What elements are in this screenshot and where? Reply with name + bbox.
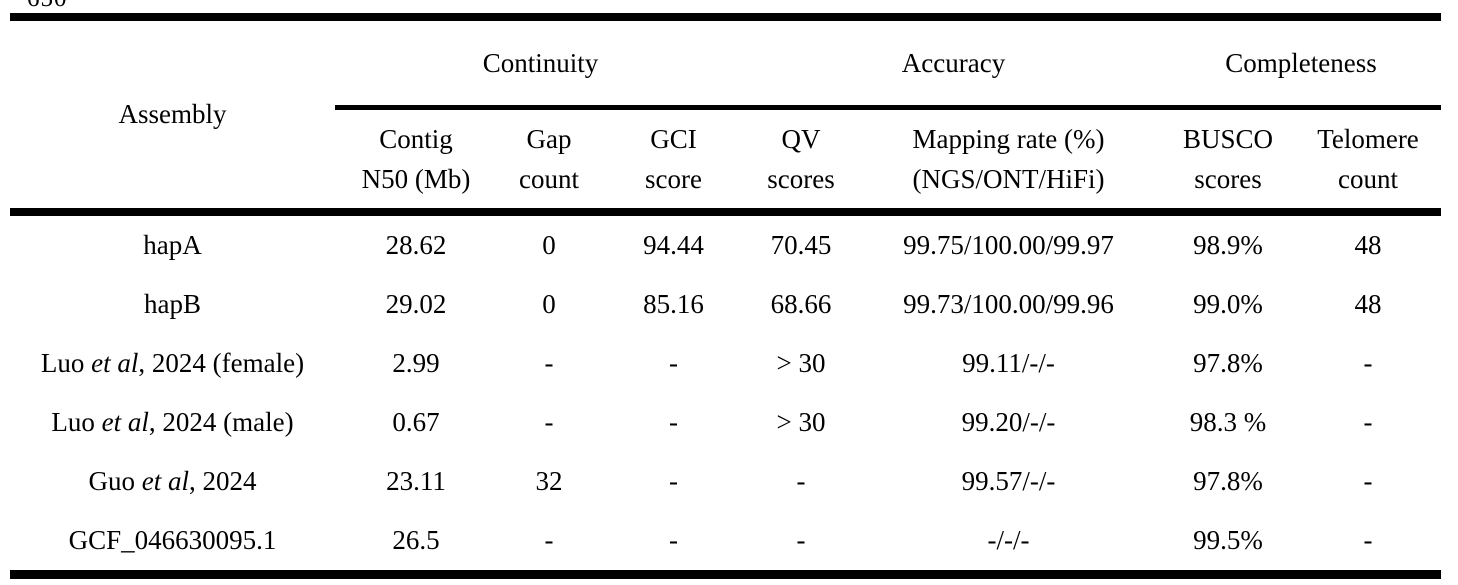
cell-busco-scores: 99.0% bbox=[1193, 289, 1263, 319]
cell-gap-count: - bbox=[544, 348, 554, 378]
assembly-name-italic: et al bbox=[141, 466, 189, 496]
column-header-line: scores bbox=[767, 164, 835, 194]
assembly-name-pre: hapB bbox=[144, 289, 201, 319]
column-header-qv-scores: QV scores bbox=[746, 107, 857, 216]
column-header-line: (NGS/ONT/HiFi) bbox=[912, 164, 1105, 194]
cell-telomere-count: - bbox=[1363, 348, 1373, 378]
column-header-line: scores bbox=[1194, 164, 1262, 194]
assembly-name-post: , 2024 (female) bbox=[138, 348, 305, 378]
cell-assembly-name: Luo et al, 2024 (male) bbox=[10, 393, 335, 452]
cell-telomere-count: - bbox=[1363, 466, 1373, 496]
cell-busco-scores: 97.8% bbox=[1193, 348, 1263, 378]
cell-contig-n50: 26.5 bbox=[335, 511, 497, 579]
table-row: Luo et al, 2024 (male) 0.67 - - > 30 99.… bbox=[10, 393, 1441, 452]
group-header-continuity: Continuity bbox=[335, 17, 747, 110]
cell-assembly-name: hapA bbox=[10, 212, 335, 275]
column-header-busco-scores: BUSCO scores bbox=[1161, 107, 1296, 216]
cell-busco-scores: 98.9% bbox=[1193, 230, 1263, 260]
cell-busco-scores: 99.5% bbox=[1161, 511, 1296, 579]
cell-mapping-rate: 99.75/100.00/99.97 bbox=[903, 230, 1114, 260]
cell-telomere-count: 48 bbox=[1354, 230, 1382, 260]
column-header-line: N50 (Mb) bbox=[361, 164, 471, 194]
assembly-name-post: , 2024 bbox=[189, 466, 257, 496]
cell-busco-scores: 97.8% bbox=[1193, 466, 1263, 496]
column-header-gci-score: GCI score bbox=[601, 107, 747, 216]
table-row: hapB 29.02 0 85.16 68.66 99.73/100.00/99… bbox=[10, 275, 1441, 334]
cell-gci-score: 94.44 bbox=[643, 230, 704, 260]
column-header-line: Mapping rate (%) bbox=[912, 124, 1105, 154]
cell-gci-score: - bbox=[669, 407, 678, 437]
table-row: Luo et al, 2024 (female) 2.99 - - > 30 9… bbox=[10, 334, 1441, 393]
cell-gap-count: 32 bbox=[535, 466, 563, 496]
cell-qv-scores: - bbox=[796, 466, 806, 496]
group-header-completeness: Completeness bbox=[1161, 17, 1442, 110]
cell-gci-score: - bbox=[601, 511, 747, 579]
table-row: Guo et al, 2024 23.11 32 - - 99.57/-/- 9… bbox=[10, 452, 1441, 511]
cell-telomere-count: - bbox=[1295, 511, 1442, 579]
column-header-assembly: Assembly bbox=[10, 17, 335, 216]
cell-mapping-rate: 99.73/100.00/99.96 bbox=[903, 289, 1114, 319]
column-header-line: QV bbox=[781, 124, 821, 154]
column-header-contig-n50: Contig N50 (Mb) bbox=[335, 107, 497, 216]
column-header-line: Gap bbox=[526, 124, 572, 154]
assembly-comparison-table: Assembly Continuity Accuracy Completenes… bbox=[10, 13, 1442, 579]
assembly-name-pre: Luo bbox=[40, 348, 92, 378]
column-header-line: GCI bbox=[650, 124, 697, 154]
assembly-name-pre: GCF_046630095.1 bbox=[68, 525, 277, 555]
cell-mapping-rate: 99.11/-/- bbox=[962, 348, 1055, 378]
column-header-line: BUSCO bbox=[1183, 124, 1274, 154]
cell-assembly-name: Luo et al, 2024 (female) bbox=[10, 334, 335, 393]
cell-qv-scores: - bbox=[746, 511, 857, 579]
cell-contig-n50: 23.11 bbox=[386, 466, 446, 496]
cell-gap-count: 0 bbox=[542, 230, 556, 260]
column-header-line: Telomere bbox=[1317, 124, 1419, 154]
column-header-line: score bbox=[645, 164, 702, 194]
cell-contig-n50: 28.62 bbox=[385, 230, 447, 260]
cell-contig-n50: 0.67 bbox=[392, 407, 440, 437]
cell-gci-score: - bbox=[669, 466, 678, 496]
cell-qv-scores: > 30 bbox=[776, 348, 826, 378]
cell-gci-score: 85.16 bbox=[643, 289, 704, 319]
cell-mapping-rate: 99.20/-/- bbox=[961, 407, 1056, 437]
cell-mapping-rate: -/-/- bbox=[856, 511, 1162, 579]
cell-telomere-count: - bbox=[1363, 407, 1373, 437]
cell-assembly-name: Guo et al, 2024 bbox=[10, 452, 335, 511]
column-header-line: count bbox=[1338, 164, 1399, 194]
table-row: hapA 28.62 0 94.44 70.45 99.75/100.00/99… bbox=[10, 212, 1441, 275]
group-header-row: Assembly Continuity Accuracy Completenes… bbox=[10, 17, 1442, 216]
table-row: GCF_046630095.1 26.5 - - - -/-/- 99.5% - bbox=[10, 511, 1442, 579]
column-header-line: count bbox=[519, 164, 579, 194]
cell-gap-count: - bbox=[497, 511, 601, 579]
assembly-name-post: , 2024 (male) bbox=[148, 407, 294, 437]
column-header-gap-count: Gap count bbox=[497, 107, 601, 216]
column-header-line: Contig bbox=[379, 124, 453, 154]
assembly-name-italic: et al bbox=[91, 348, 139, 378]
column-header-mapping-rate: Mapping rate (%) (NGS/ONT/HiFi) bbox=[856, 107, 1162, 216]
cell-assembly-name: GCF_046630095.1 bbox=[10, 511, 335, 579]
manuscript-line-number: 650 bbox=[27, 0, 68, 13]
cell-contig-n50: 2.99 bbox=[392, 348, 440, 378]
cell-gap-count: - bbox=[544, 407, 554, 437]
assembly-name-pre: Luo bbox=[51, 407, 102, 437]
cell-qv-scores: 68.66 bbox=[770, 289, 832, 319]
cell-gap-count: 0 bbox=[542, 289, 556, 319]
cell-gci-score: - bbox=[669, 348, 678, 378]
cell-busco-scores: 98.3 % bbox=[1189, 407, 1267, 437]
cell-contig-n50: 29.02 bbox=[385, 289, 447, 319]
assembly-name-italic: et al bbox=[101, 407, 149, 437]
cell-mapping-rate: 99.57/-/- bbox=[961, 466, 1056, 496]
assembly-name-pre: Guo bbox=[88, 466, 142, 496]
cell-telomere-count: 48 bbox=[1354, 289, 1382, 319]
column-header-row: Contig N50 (Mb) Gap count GCI score QV s… bbox=[10, 107, 1442, 216]
column-header-telomere-count: Telomere count bbox=[1295, 107, 1442, 216]
group-header-accuracy: Accuracy bbox=[746, 17, 1162, 110]
cell-qv-scores: > 30 bbox=[776, 407, 826, 437]
assembly-name-pre: hapA bbox=[143, 230, 202, 260]
cell-assembly-name: hapB bbox=[10, 275, 335, 334]
cell-qv-scores: 70.45 bbox=[770, 230, 832, 260]
